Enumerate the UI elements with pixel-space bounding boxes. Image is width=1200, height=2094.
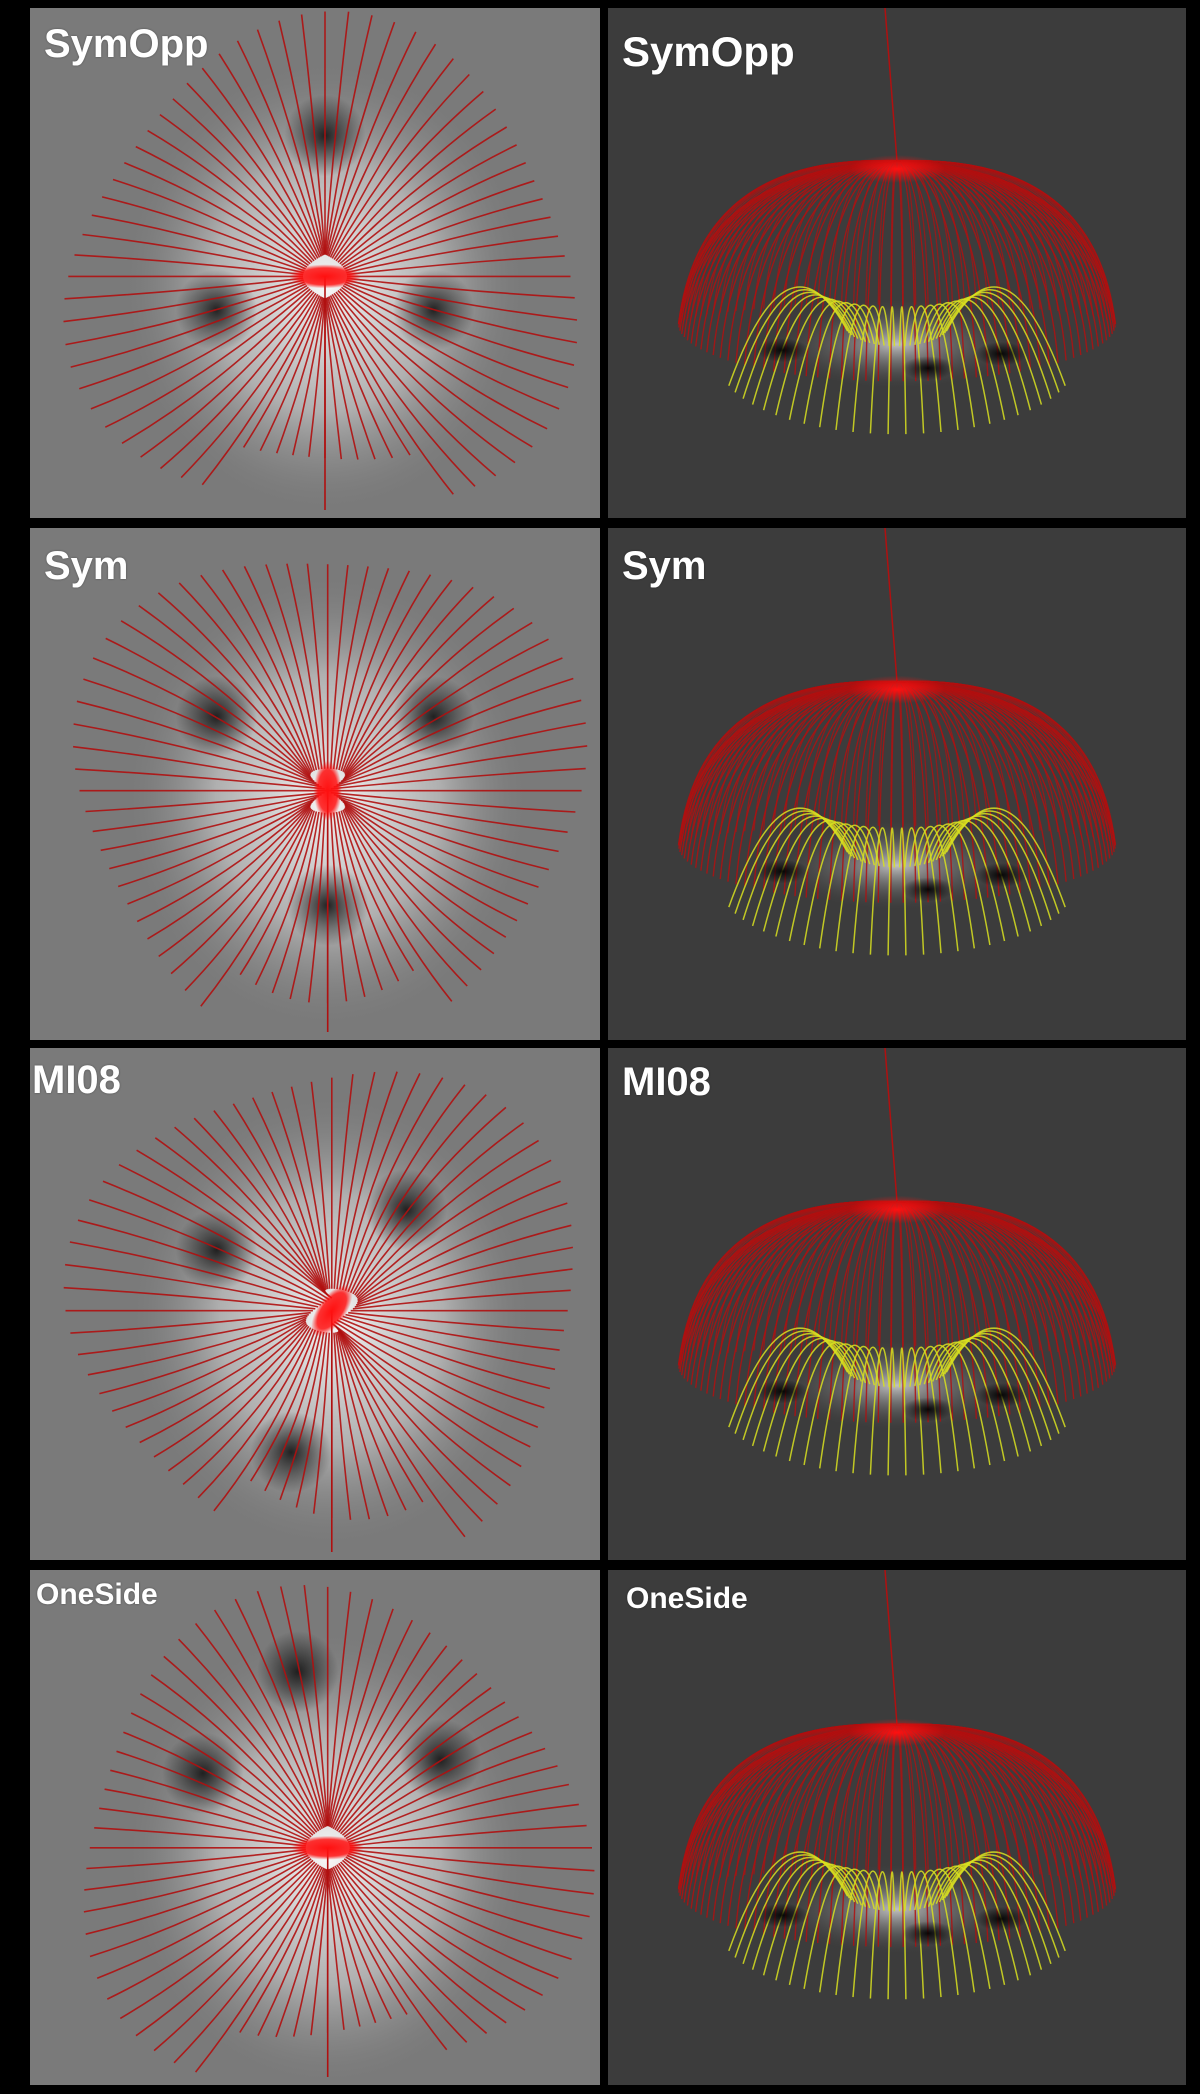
field-lines-top-view bbox=[83, 1585, 595, 2085]
field-lines-side-view bbox=[677, 1570, 1117, 2000]
panel-label: OneSide bbox=[36, 1578, 158, 1611]
panel-label: MI08 bbox=[32, 1058, 121, 1102]
panel-label: Sym bbox=[622, 544, 707, 588]
panel-label: OneSide bbox=[626, 1582, 748, 1615]
panel-sym-side-view: Sym bbox=[608, 528, 1186, 1040]
field-lines-side-view bbox=[677, 8, 1117, 435]
field-lines-side-view bbox=[677, 1048, 1117, 1476]
panel-oneside-side-view: OneSide bbox=[608, 1570, 1186, 2085]
panel-symopp-side-view: SymOpp bbox=[608, 8, 1186, 518]
panel-label: SymOpp bbox=[44, 22, 209, 66]
field-lines-side-view bbox=[677, 528, 1117, 956]
panel-symopp-top-view: SymOpp bbox=[30, 8, 600, 518]
panel-mi08-side-view: MI08 bbox=[608, 1048, 1186, 1560]
panel-label: SymOpp bbox=[622, 28, 795, 75]
panel-label: MI08 bbox=[622, 1060, 711, 1104]
panel-label: Sym bbox=[44, 544, 129, 588]
panel-oneside-top-view: OneSide bbox=[30, 1570, 600, 2085]
field-lines-top-view bbox=[63, 1071, 574, 1552]
field-lines-top-view bbox=[63, 11, 578, 515]
panel-mi08-top-view: MI08 bbox=[30, 1048, 600, 1560]
panel-sym-top-view: Sym bbox=[30, 528, 600, 1040]
field-lines-top-view bbox=[73, 563, 588, 1032]
